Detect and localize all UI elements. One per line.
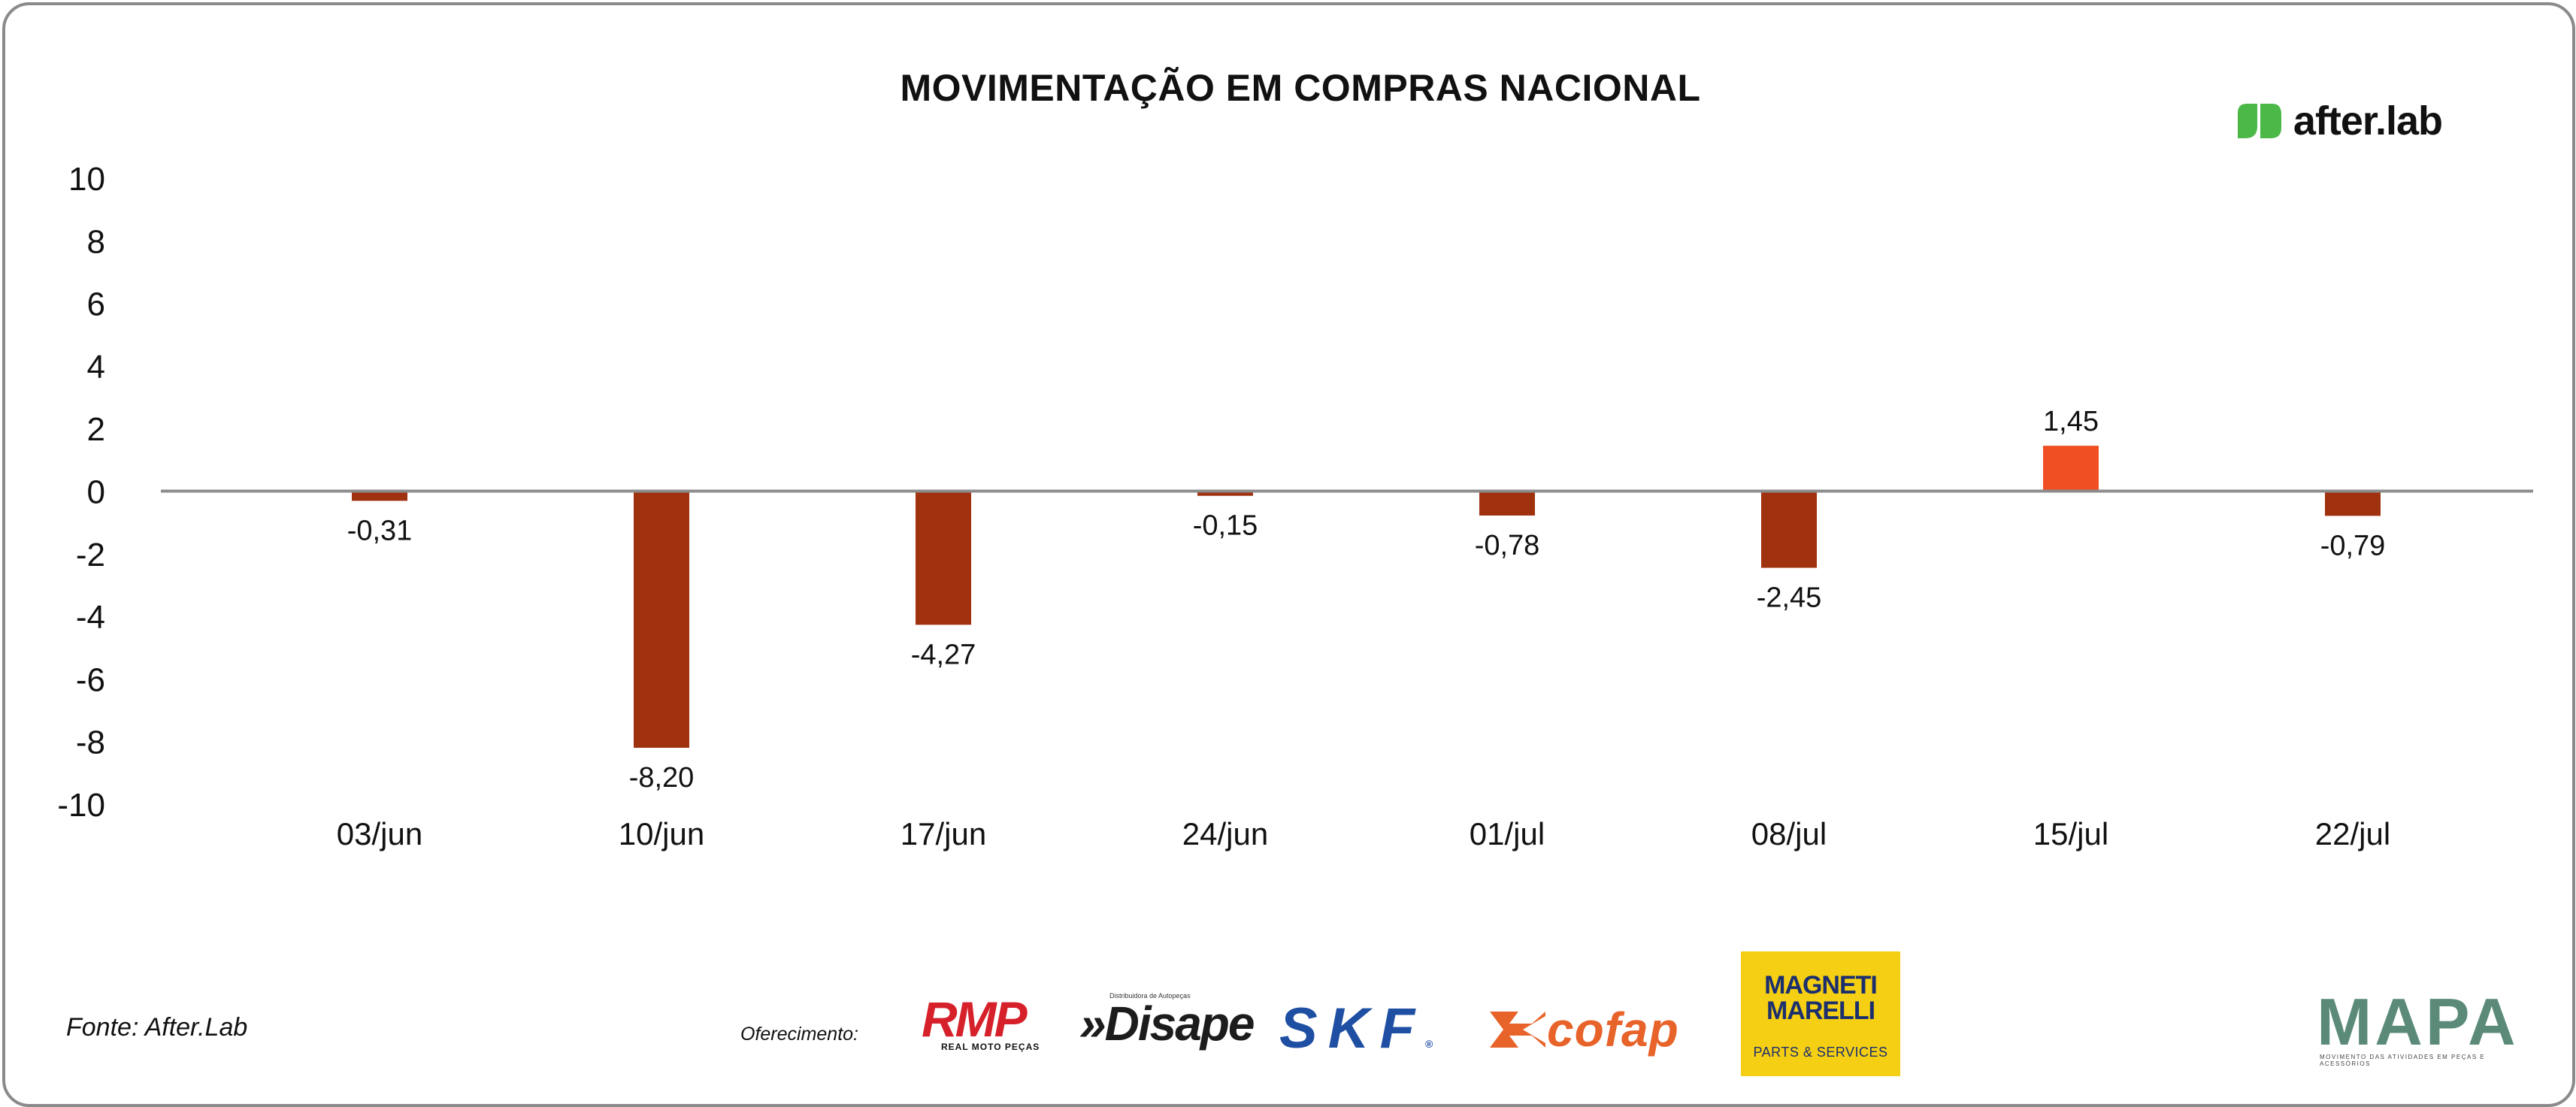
bar-17/jun — [916, 491, 971, 625]
y-tick-label: 4 — [87, 349, 105, 386]
disape-wordmark: »Disape — [1079, 997, 1255, 1051]
x-tick-label: 10/jun — [619, 816, 704, 851]
rmp-tagline: REAL MOTO PEÇAS — [941, 1042, 1040, 1052]
y-tick-label: 6 — [87, 286, 105, 323]
magneti-marelli-tagline: PARTS & SERVICES — [1753, 1045, 1888, 1060]
x-tick-label: 15/jul — [2033, 816, 2108, 851]
bar-value-label: 1,45 — [2043, 406, 2099, 437]
sponsor-label: Oferecimento: — [740, 1024, 859, 1045]
x-tick-label: 08/jul — [1751, 816, 1827, 851]
skf-logo: SKF® — [1279, 1000, 1475, 1057]
x-tick-label: 24/jun — [1182, 816, 1268, 851]
disape-logo: Distribuidora de Autopeças »Disape — [1079, 992, 1260, 1052]
bar-08/jul — [1761, 491, 1817, 568]
disape-tagline: Distribuidora de Autopeças — [1109, 992, 1191, 1000]
y-tick-label: 2 — [87, 411, 105, 448]
skf-registered-mark: ® — [1425, 1038, 1433, 1050]
x-tick-label: 22/jul — [2315, 816, 2390, 851]
cofap-wordmark: cofap — [1547, 1003, 1679, 1057]
rmp-logo: RMP REAL MOTO PEÇAS — [922, 991, 1057, 1057]
mapa-tagline: MOVIMENTO DAS ATIVIDADES EM PEÇAS E ACES… — [2320, 1054, 2486, 1067]
y-tick-label: -10 — [57, 787, 105, 824]
bar-22/jul — [2325, 491, 2381, 516]
magneti-marelli-wordmark: MAGNETI MARELLI — [1764, 971, 1878, 1025]
afterlab-logo: after.lab — [2235, 98, 2443, 144]
bar-value-label: -2,45 — [1757, 582, 1822, 614]
mapa-logo: MAPA MOVIMENTO DAS ATIVIDADES EM PEÇAS E… — [2317, 985, 2519, 1068]
y-tick-label: 8 — [87, 223, 105, 260]
bar-15/jul — [2043, 446, 2099, 491]
afterlab-leaf-icon — [2237, 104, 2281, 138]
bar-value-label: -0,78 — [1475, 530, 1540, 561]
bar-value-label: -0,31 — [347, 515, 413, 546]
bar-03/jun — [352, 491, 407, 501]
afterlab-wordmark: after.lab — [2293, 98, 2443, 144]
bar-value-label: -8,20 — [629, 762, 695, 794]
bar-value-label: -0,79 — [2320, 530, 2386, 561]
y-tick-label: -4 — [76, 599, 105, 636]
y-tick-label: 10 — [68, 161, 105, 198]
cofap-logo: cofap — [1488, 1001, 1714, 1058]
mapa-wordmark: MAPA — [2317, 985, 2519, 1059]
x-tick-label: 03/jun — [337, 816, 422, 851]
bar-value-label: -0,15 — [1193, 510, 1258, 542]
y-tick-label: -8 — [76, 724, 105, 761]
bar-value-label: -4,27 — [911, 639, 976, 670]
bar-24/jun — [1197, 491, 1253, 496]
y-tick-label: 0 — [87, 474, 105, 511]
cofap-arrow-icon — [1490, 1012, 1545, 1048]
skf-wordmark: SKF — [1279, 997, 1425, 1060]
bar-10/jun — [634, 491, 689, 749]
rmp-wordmark: RMP — [922, 991, 1028, 1047]
x-tick-label: 01/jul — [1470, 816, 1545, 851]
y-tick-label: -2 — [76, 537, 105, 573]
bar-01/jul — [1479, 491, 1535, 516]
source-note: Fonte: After.Lab — [66, 1013, 248, 1042]
x-tick-label: 17/jun — [901, 816, 986, 851]
y-tick-label: -6 — [76, 661, 105, 698]
magneti-marelli-logo: MAGNETI MARELLI PARTS & SERVICES — [1741, 951, 1900, 1076]
chart-title: MOVIMENTAÇÃO EM COMPRAS NACIONAL — [900, 67, 1701, 109]
